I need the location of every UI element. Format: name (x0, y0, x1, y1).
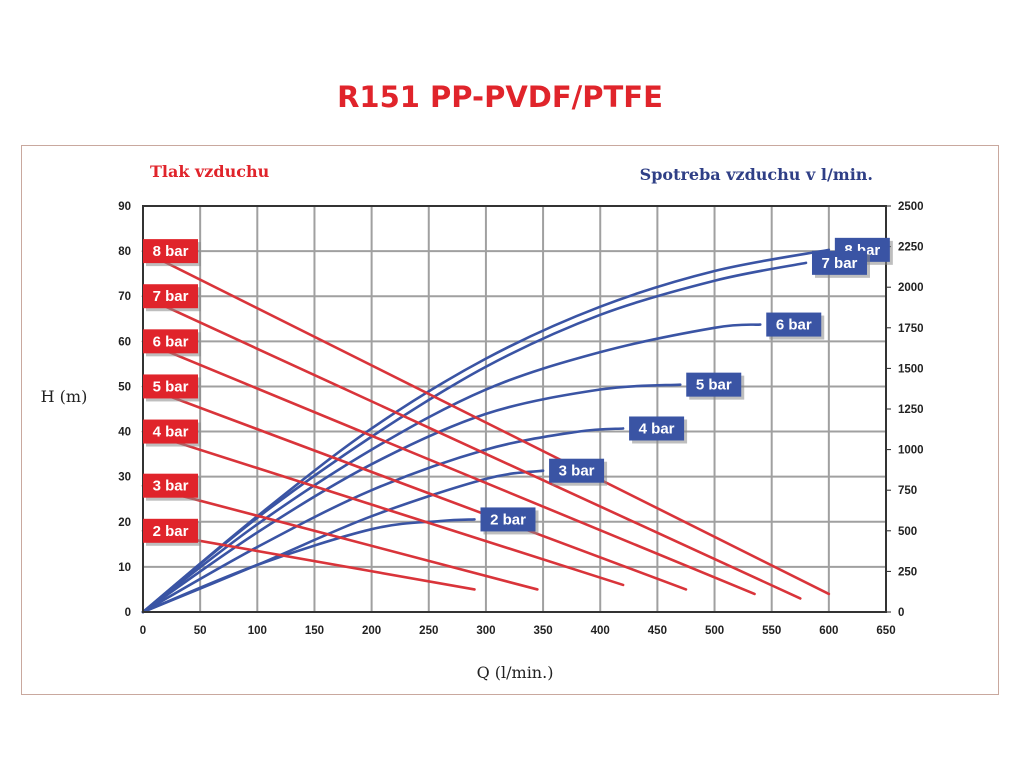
head-line-6-bar (141, 340, 756, 596)
air-label-7-bar: 7 bar (811, 250, 870, 278)
label-text: 6 bar (153, 333, 189, 350)
label-box (629, 416, 685, 441)
x-axis-label: Q (l/min.) (477, 663, 554, 682)
label-text: 3 bar (153, 478, 189, 495)
y2-tick-label: 250 (898, 566, 917, 578)
left-caption: Tlak vzduchu (150, 162, 270, 181)
air-curve-7-bar (141, 261, 808, 614)
x-tick-label: 600 (819, 625, 838, 637)
y2-tick-label: 500 (898, 526, 917, 538)
label-box (686, 372, 742, 397)
y-tick-label: 80 (118, 246, 131, 258)
air-label-4-bar: 4 bar (629, 416, 688, 444)
x-tick-label: 150 (305, 625, 324, 637)
y2-tick-label: 0 (898, 607, 904, 619)
y2-tick-label: 1000 (898, 445, 924, 457)
label-text: 7 bar (822, 255, 858, 272)
label-text: 8 bar (153, 243, 189, 260)
air-label-6-bar: 6 bar (766, 312, 825, 340)
label-box (143, 239, 198, 264)
y2-tick-label: 2000 (898, 282, 924, 294)
label-text: 6 bar (776, 317, 812, 334)
air-curve-4-bar (141, 427, 625, 614)
y-tick-label: 40 (118, 427, 131, 439)
head-label-6-bar: 6 bar (143, 329, 201, 357)
y-tick-label: 0 (125, 607, 131, 619)
label-box (143, 374, 198, 399)
chart-title: R151 PP-PVDF/PTFE (337, 80, 663, 114)
x-tick-label: 100 (248, 625, 267, 637)
x-tick-label: 200 (362, 625, 381, 637)
air-label-2-bar: 2 bar (480, 507, 539, 535)
label-box (143, 419, 198, 444)
y-tick-label: 50 (118, 381, 131, 393)
label-box (766, 312, 822, 337)
label-text: 3 bar (559, 463, 595, 480)
head-line-7-bar (141, 294, 802, 600)
label-box (143, 518, 198, 543)
y2-tick-label: 1250 (898, 404, 924, 416)
head-label-5-bar: 5 bar (143, 374, 201, 402)
x-tick-label: 250 (419, 625, 438, 637)
x-tick-label: 350 (533, 625, 552, 637)
air-label-5-bar: 5 bar (686, 372, 745, 400)
x-tick-label: 650 (876, 625, 895, 637)
y2-tick-label: 2250 (898, 242, 924, 254)
plot-frame (142, 205, 887, 613)
label-box (143, 329, 198, 354)
label-box (549, 458, 605, 483)
head-label-3-bar: 3 bar (143, 473, 201, 501)
head-pressure-lines (141, 249, 831, 600)
x-tick-label: 50 (194, 625, 207, 637)
y-tick-label: 70 (118, 291, 131, 303)
head-label-8-bar: 8 bar (143, 239, 201, 267)
x-tick-label: 550 (762, 625, 781, 637)
y2-tick-label: 750 (898, 485, 917, 497)
head-label-7-bar: 7 bar (143, 284, 201, 312)
label-text: 5 bar (153, 378, 189, 395)
label-text: 5 bar (696, 377, 732, 394)
head-line-3-bar (141, 484, 539, 591)
y-tick-label: 60 (118, 336, 131, 348)
head-label-2-bar: 2 bar (143, 518, 201, 546)
label-text: 7 bar (153, 288, 189, 305)
air-curve-5-bar (141, 383, 682, 614)
label-text: 2 bar (153, 523, 189, 540)
head-line-4-bar (141, 430, 625, 587)
y-tick-label: 90 (118, 201, 131, 213)
air-label-3-bar: 3 bar (549, 458, 608, 486)
head-label-4-bar: 4 bar (143, 419, 201, 447)
label-text: 4 bar (153, 424, 189, 441)
right-caption: Spotreba vzduchu v l/min. (640, 165, 873, 184)
y-axis-label: H (m) (41, 387, 88, 406)
y-tick-label: 20 (118, 517, 131, 529)
y2-tick-label: 1750 (898, 323, 924, 335)
head-line-8-bar (141, 249, 831, 596)
label-text: 2 bar (490, 511, 526, 528)
label-box (143, 473, 198, 498)
y-tick-label: 30 (118, 472, 131, 484)
x-tick-label: 0 (140, 625, 146, 637)
x-tick-label: 500 (705, 625, 724, 637)
air-curve-2-bar (141, 518, 476, 614)
x-tick-label: 450 (648, 625, 667, 637)
label-box (811, 250, 867, 275)
chart-panel (21, 145, 999, 695)
head-line-5-bar (141, 385, 688, 591)
x-tick-label: 400 (591, 625, 610, 637)
x-tick-label: 300 (476, 625, 495, 637)
label-text: 4 bar (639, 420, 675, 437)
y-tick-label: 10 (118, 562, 131, 574)
label-box (143, 284, 198, 309)
axes: 0 50 100 150 200 250 300 350 400 450 500 550 600 6500… (118, 201, 923, 637)
y2-tick-label: 2500 (898, 201, 924, 213)
air-curve-6-bar (141, 323, 762, 614)
y2-tick-label: 1500 (898, 363, 924, 375)
label-box (480, 507, 536, 532)
